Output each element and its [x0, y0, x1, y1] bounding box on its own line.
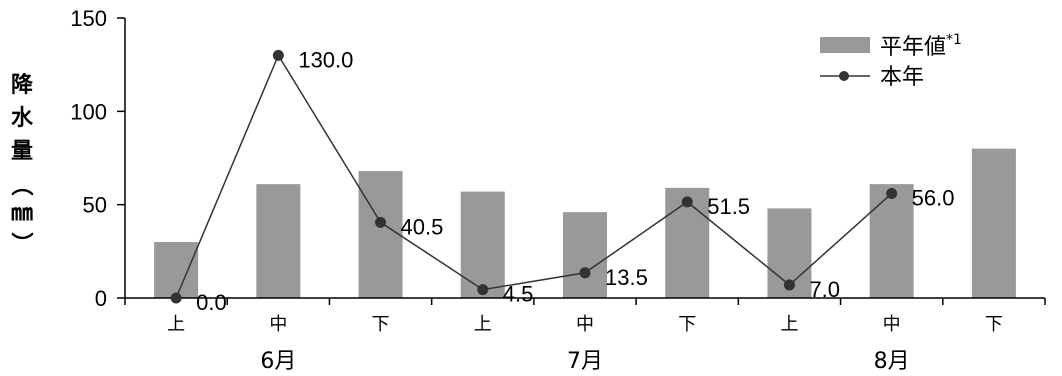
point-current-1 [272, 49, 284, 61]
y-axis-label: 降水量 （ ㎜ ） [8, 73, 34, 254]
y-tick-label-1: 50 [83, 193, 107, 218]
x-category-label-0: 上 [167, 314, 185, 335]
data-label-current-3: 4.5 [503, 282, 534, 307]
data-label-current-5: 51.5 [707, 194, 750, 219]
x-category-label-2: 下 [372, 314, 390, 335]
point-current-6 [783, 279, 795, 291]
axes-layer [124, 18, 1045, 299]
x-category-label-4: 中 [576, 314, 594, 335]
x-month-label-0: 6月 [260, 349, 296, 374]
data-label-current-1: 130.0 [298, 47, 353, 72]
bar-normal-3 [460, 191, 505, 298]
x-category-label-1: 中 [269, 314, 287, 335]
x-month-label-2: 8月 [874, 349, 910, 374]
legend-label-normal: 平年値*1 [880, 32, 962, 60]
y-label-char-2: 量 [11, 139, 33, 164]
y-label-char-4: ㎜ [11, 201, 33, 226]
x-category-label-8: 下 [985, 314, 1003, 335]
y-label-char-3: （ [8, 174, 33, 196]
point-current-3 [477, 284, 489, 296]
y-tick-label-3: 150 [70, 6, 107, 31]
bar-normal-7 [869, 184, 914, 298]
data-label-current-4: 13.5 [605, 265, 648, 290]
ticks-layer: 0 50 100 150 上 中 下 上 中 下 上 中 下 6月 7月 8月 [70, 6, 1046, 374]
point-current-2 [375, 216, 387, 228]
x-category-label-6: 上 [780, 314, 798, 335]
y-tick-label-0: 0 [95, 286, 107, 311]
legend-label-normal-text: 平年値 [880, 35, 946, 60]
x-category-label-3: 上 [474, 314, 492, 335]
line-current-year [175, 53, 893, 299]
data-label-current-0: 0.0 [196, 290, 227, 315]
data-label-current-6: 7.0 [809, 277, 840, 302]
legend-swatch-normal [820, 37, 870, 53]
legend: 平年値*1 本年 [820, 32, 962, 90]
x-category-label-7: 中 [883, 314, 901, 335]
line-layer: 0.0 130.0 40.5 4.5 13.5 51.5 7.0 56.0 [170, 47, 955, 315]
x-month-label-1: 7月 [567, 349, 603, 374]
bar-normal-2 [358, 171, 403, 298]
bar-normal-1 [256, 184, 301, 298]
legend-marker-current [839, 71, 849, 81]
data-label-current-7: 56.0 [912, 185, 955, 210]
legend-label-current: 本年 [880, 65, 924, 90]
x-category-label-5: 下 [678, 314, 696, 335]
legend-label-normal-sup: *1 [946, 32, 962, 48]
bars-layer [154, 148, 1016, 298]
y-tick-label-2: 100 [70, 99, 107, 124]
y-label-char-1: 水 [11, 106, 34, 131]
point-current-7 [886, 187, 898, 199]
y-label-char-5: ） [8, 232, 33, 254]
point-current-0 [170, 292, 182, 304]
data-label-current-2: 40.5 [401, 214, 444, 239]
bar-normal-4 [563, 212, 607, 298]
bar-normal-8 [971, 148, 1016, 298]
y-label-char-0: 降 [11, 73, 34, 98]
point-current-4 [579, 267, 591, 279]
point-current-5 [681, 196, 693, 208]
bar-normal-0 [154, 242, 199, 298]
